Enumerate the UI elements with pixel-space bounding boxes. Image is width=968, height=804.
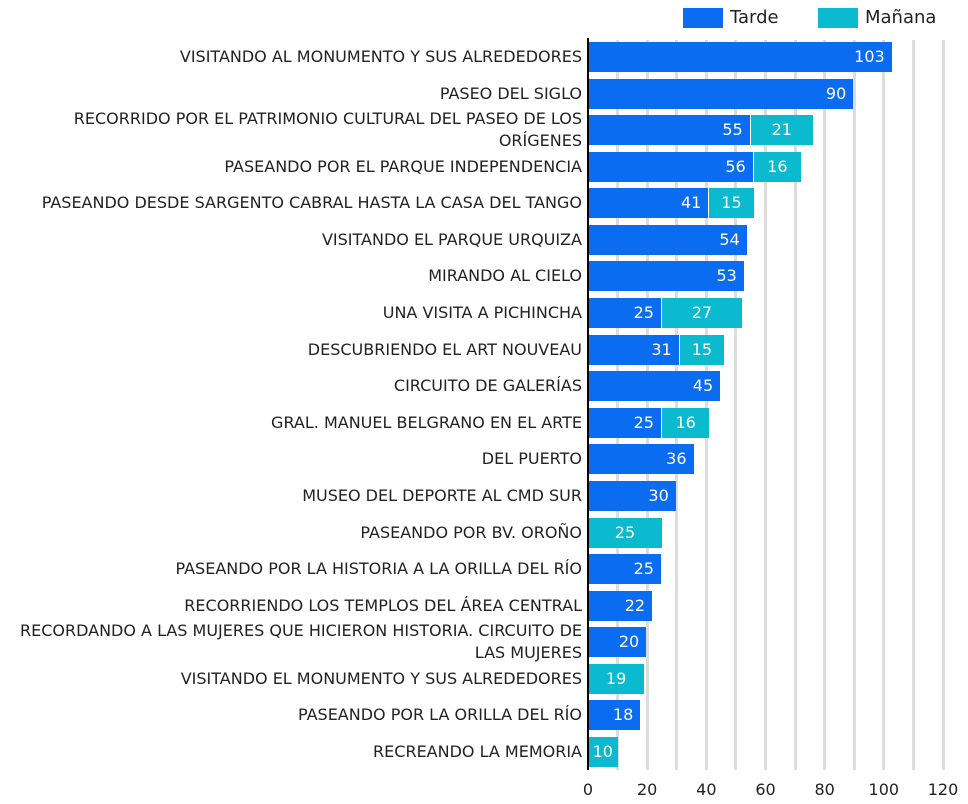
grid-line [764, 40, 767, 770]
value-label: 19 [605, 668, 627, 688]
value-label: 25 [614, 522, 636, 542]
legend-label: Tarde [730, 7, 779, 28]
value-label: 21 [771, 120, 792, 140]
legend-label: Mañana [865, 7, 937, 28]
grid-line [734, 40, 738, 770]
y-tick-label: RECREANDO LA MEMORIA [373, 742, 582, 761]
y-tick-label: UNA VISITA A PICHINCHA [382, 303, 582, 323]
bar [588, 298, 661, 329]
grid-line [616, 40, 620, 770]
value-label: 55 [722, 120, 743, 140]
bar [588, 444, 694, 475]
bar [588, 115, 750, 146]
bar [588, 261, 744, 292]
value-label: 25 [633, 303, 654, 323]
y-tick-label: MIRANDO AL CIELO [428, 266, 582, 286]
bar [588, 663, 645, 694]
y-tick-label: PASEANDO POR LA ORILLA DEL RÍO [297, 705, 582, 725]
bar [588, 480, 676, 511]
value-label: 36 [666, 449, 687, 469]
value-label: 90 [825, 83, 847, 103]
bar [588, 554, 661, 585]
bar [588, 407, 661, 438]
y-tick-label: DEL PUERTO [481, 449, 582, 469]
value-label: 25 [633, 559, 654, 579]
grid-line [645, 40, 649, 770]
value-label: 45 [692, 376, 714, 396]
bar [588, 371, 721, 402]
bar [588, 42, 892, 72]
y-tick-label: RECORDANDO A LAS MUJERES QUE HICIERON HI… [19, 621, 582, 663]
value-label: 16 [675, 412, 696, 432]
x-tick-label: 80 [814, 780, 835, 799]
y-tick-label: PASEANDO DESDE SARGENTO CABRAL HASTA LA … [41, 193, 582, 213]
bar [588, 627, 647, 658]
value-label: 25 [633, 412, 654, 432]
value-label: 30 [648, 485, 669, 505]
y-tick-label: RECORRIENDO LOS TEMPLOS DEL ÁREA CENTRAL [184, 595, 582, 615]
y-tick-label: VISITANDO AL MONUMENTO Y SUS ALREDEDORES [179, 47, 582, 66]
value-label: 56 [725, 156, 746, 176]
grid-line [675, 40, 679, 770]
bar [588, 224, 747, 255]
axis-line [587, 38, 589, 770]
bar [588, 151, 753, 182]
value-label: 54 [719, 229, 740, 249]
grid-line [941, 40, 945, 770]
value-label: 27 [691, 303, 713, 323]
x-tick-label: 100 [868, 780, 900, 799]
value-label: 103 [854, 47, 885, 66]
value-label: 31 [651, 339, 672, 359]
bar [588, 737, 618, 767]
grid-line [882, 40, 886, 770]
y-tick-label: RECORRIDO POR EL PATRIMONIO CULTURAL DEL… [73, 109, 582, 151]
bar [661, 407, 710, 438]
grid-line [823, 40, 827, 770]
bar [709, 188, 754, 219]
value-label: 20 [618, 632, 640, 652]
x-tick-label: 60 [755, 780, 776, 799]
grid-line [852, 40, 856, 770]
grid-line [704, 40, 708, 770]
value-label: 15 [691, 339, 713, 359]
value-label: 16 [767, 156, 788, 176]
y-tick-label: DESCUBRIENDO EL ART NOUVEAU [307, 339, 582, 359]
x-tick-label: 120 [927, 780, 959, 799]
y-tick-label: GRAL. MANUEL BELGRANO EN EL ARTE [271, 412, 582, 432]
y-tick-label: MUSEO DEL DEPORTE AL CMD SUR [302, 485, 582, 505]
bar [753, 151, 801, 182]
bar [588, 700, 641, 731]
grid-line [911, 40, 915, 770]
value-label: 10 [592, 742, 613, 761]
bar [750, 115, 813, 146]
y-tick-label: CIRCUITO DE GALERÍAS [393, 376, 582, 396]
y-tick-label: VISITANDO EL MONUMENTO Y SUS ALREDEDORES [180, 668, 582, 688]
value-label: 22 [624, 595, 646, 615]
bar [588, 334, 679, 365]
value-label: 41 [680, 193, 702, 213]
bar [588, 517, 662, 548]
grid-line [793, 40, 797, 770]
legend-swatch [683, 8, 723, 28]
y-tick-label: PASEANDO POR LA HISTORIA A LA ORILLA DEL… [175, 559, 582, 579]
value-label: 18 [612, 705, 634, 725]
bar [588, 188, 709, 219]
y-tick-label: PASEO DEL SIGLO [439, 83, 582, 103]
legend-swatch [818, 8, 858, 28]
bar [661, 298, 742, 329]
bar [588, 78, 854, 109]
y-tick-label: PASEANDO POR BV. OROÑO [360, 522, 582, 542]
value-label: 15 [721, 193, 742, 213]
y-tick-label: VISITANDO EL PARQUE URQUIZA [321, 229, 582, 249]
x-tick-label: 40 [696, 780, 717, 799]
bar [679, 334, 725, 365]
bar [588, 590, 653, 621]
value-label: 53 [716, 266, 737, 286]
x-tick-label: 0 [582, 780, 594, 799]
y-tick-label: PASEANDO POR EL PARQUE INDEPENDENCIA [224, 156, 582, 176]
x-tick-label: 20 [636, 780, 658, 799]
